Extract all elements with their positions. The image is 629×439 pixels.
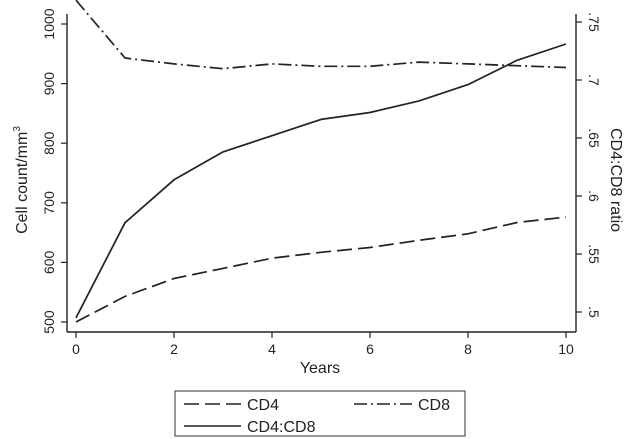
y-axis-right-title: CD4:CD8 ratio [607,128,624,232]
y-right-tick-label-2: .6 [586,190,602,202]
y-left-tick-label-900: 900 [41,72,57,96]
y-axis-left-title-superscript: 3 [12,126,23,132]
ticks: 0 2 4 6 8 10 500 600 700 800 900 1000 .5 .55 .6 .65 .7 .7… [41,8,602,357]
axes [66,14,577,333]
x-tick-label-4: 4 [268,341,276,357]
x-tick-label-6: 6 [366,341,374,357]
x-tick-label-2: 2 [170,341,178,357]
x-tick-label-8: 8 [464,341,472,357]
legend: CD4 CD8 CD4:CD8 [174,390,466,437]
y-axis-left-title: Cell count/mm3 [12,126,31,234]
series-layer [75,0,567,323]
series-line-cd4 [75,216,567,323]
series-line-cd4-cd8 [75,43,567,319]
legend-label-cd4: CD4 [247,397,279,414]
y-left-tick-label-1000: 1000 [41,8,57,39]
y-left-tick-label-800: 800 [41,131,57,155]
legend-label-cd4-cd8: CD4:CD8 [247,419,316,436]
y-left-tick-label-500: 500 [41,310,57,334]
legend-box [174,390,466,437]
series-line-cd8 [75,0,567,70]
y-left-tick-label-700: 700 [41,191,57,215]
x-axis-title: Years [300,360,340,377]
y-right-tick-label-1: .55 [586,244,602,264]
y-right-tick-label-3: .65 [586,128,602,148]
x-tick-label-10: 10 [558,341,574,357]
y-right-tick-label-5: .75 [586,12,602,32]
y-left-tick-label-600: 600 [41,251,57,275]
legend-label-cd8: CD8 [418,397,450,414]
y-right-tick-label-4: .7 [586,74,602,86]
y-right-tick-label-0: .5 [586,306,602,318]
y-axis-left-title-text: Cell count/mm [14,132,31,234]
x-tick-label-0: 0 [72,341,80,357]
